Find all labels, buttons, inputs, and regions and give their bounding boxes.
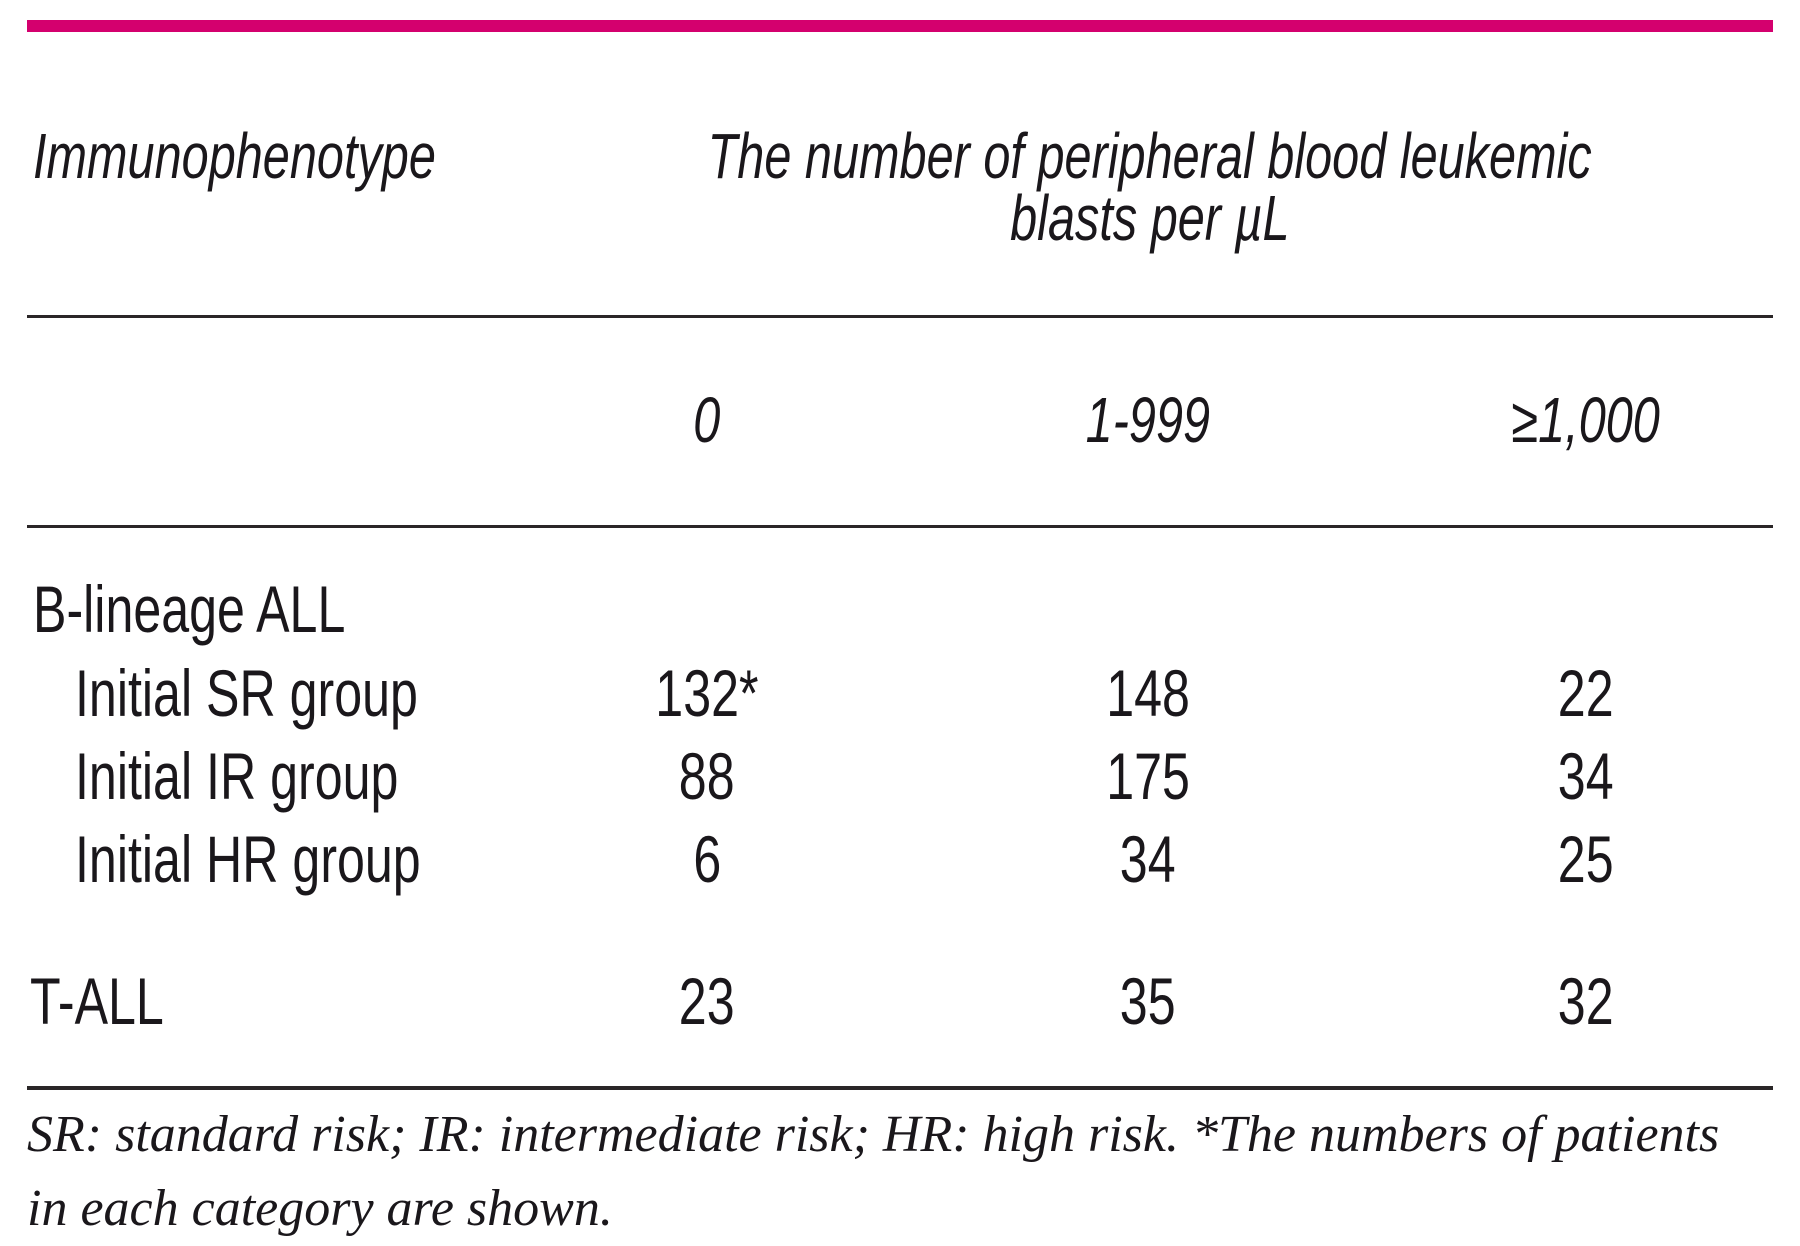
cell-value: 32 xyxy=(1558,964,1614,1038)
table-row: T-ALL xyxy=(30,968,206,1034)
colhead-rule xyxy=(27,525,1773,528)
group-header-line1: The number of peripheral blood leukemic xyxy=(707,120,1593,192)
table-row: Initial IR group xyxy=(75,743,501,809)
footnote-line1: SR: standard risk; IR: intermediate risk… xyxy=(27,1106,1720,1163)
table-row: Initial SR group xyxy=(75,660,526,726)
group-header-line2: blasts per µL xyxy=(1010,182,1290,254)
row-label: Initial IR group xyxy=(75,739,399,813)
cell-value: 88 xyxy=(679,739,735,813)
accent-top-bar xyxy=(27,20,1773,32)
cell-value: 22 xyxy=(1558,656,1614,730)
footnote-line2: in each category are shown. xyxy=(27,1180,613,1237)
cell-value: 34 xyxy=(1120,822,1176,896)
row-label: Initial HR group xyxy=(75,822,421,896)
table-row: B-lineage ALL xyxy=(33,576,444,642)
cell-value: 34 xyxy=(1558,739,1614,813)
stub-header-label: Immunophenotype xyxy=(33,120,436,192)
cell-value: 35 xyxy=(1120,964,1176,1038)
table-row: Initial HR group xyxy=(75,826,530,892)
group-header: The number of peripheral blood leukemic … xyxy=(527,120,1773,254)
cell-value: 25 xyxy=(1558,822,1614,896)
col-header-2: ≥1,000 xyxy=(1511,384,1661,456)
cell-value: 6 xyxy=(693,822,721,896)
bottom-rule xyxy=(27,1086,1773,1090)
cell-value: 132* xyxy=(655,656,759,730)
cell-value: 148 xyxy=(1106,656,1190,730)
cell-value: 175 xyxy=(1106,739,1190,813)
col-header-0: 0 xyxy=(693,384,721,456)
row-label: T-ALL xyxy=(30,964,164,1038)
cell-value: 23 xyxy=(679,964,735,1038)
header-rule xyxy=(27,315,1773,318)
footnote: SR: standard risk; IR: intermediate risk… xyxy=(27,1098,1787,1246)
row-label: B-lineage ALL xyxy=(33,572,346,646)
col-header-1: 1-999 xyxy=(1085,384,1211,456)
row-label: Initial SR group xyxy=(75,656,418,730)
stub-header: Immunophenotype xyxy=(33,120,563,192)
